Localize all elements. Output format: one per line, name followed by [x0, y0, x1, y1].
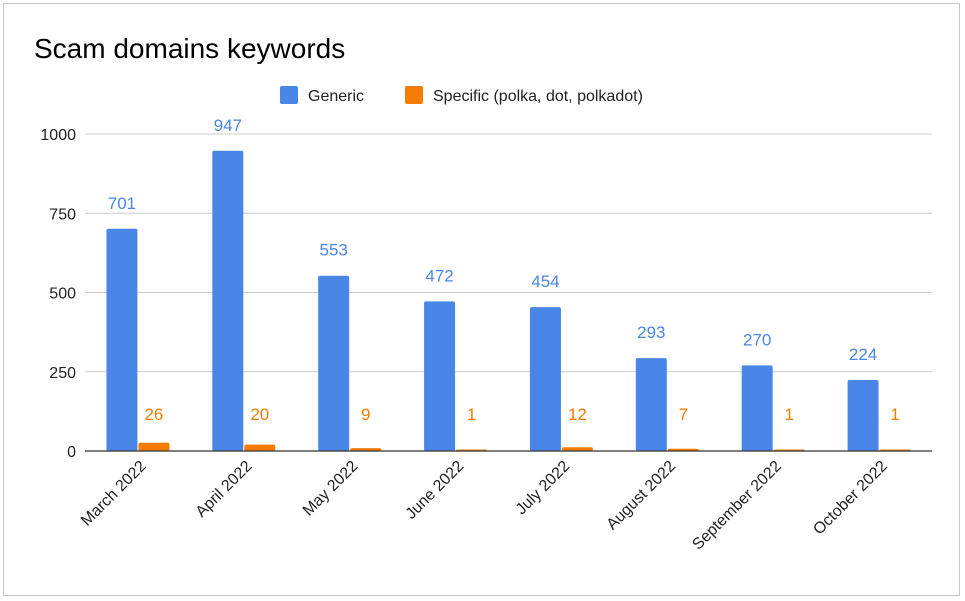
y-tick-label-250: 250 — [49, 365, 76, 382]
bar-generic-april-2022 — [212, 150, 244, 451]
x-axis: March 2022 April 2022 May 2022 June 2022 Jul… — [78, 458, 891, 554]
y-tick-label-500: 500 — [49, 286, 76, 303]
data-labels: 701 26 947 20 553 9 472 1 454 12 293 7 270 1 224 1 — [108, 116, 900, 424]
y-tick-label-0: 0 — [67, 444, 76, 461]
y-tick-label-750: 750 — [49, 206, 76, 223]
bar-generic-july-2022 — [529, 307, 561, 451]
chart-frame — [3, 3, 960, 596]
x-tick-label-august-2022: August 2022 — [604, 458, 680, 534]
legend: Generic Specific (polka, dot, polkadot) — [280, 86, 643, 105]
data-label-specific-june-2022: 1 — [467, 405, 476, 424]
data-label-specific-august-2022: 7 — [679, 405, 688, 424]
legend-swatch-generic — [280, 86, 298, 104]
x-tick-label-march-2022: March 2022 — [78, 458, 150, 530]
data-label-generic-june-2022: 472 — [425, 266, 453, 285]
data-label-specific-july-2022: 12 — [568, 405, 587, 424]
data-label-specific-october-2022: 1 — [890, 405, 899, 424]
data-label-generic-october-2022: 224 — [849, 345, 877, 364]
bar-specific-april-2022 — [244, 444, 276, 451]
bar-specific-may-2022 — [350, 448, 382, 451]
bar-specific-july-2022 — [561, 447, 593, 451]
x-tick-label-may-2022: May 2022 — [300, 458, 362, 520]
x-tick-label-june-2022: June 2022 — [403, 458, 468, 523]
data-label-specific-april-2022: 20 — [250, 405, 269, 424]
bar-generic-june-2022 — [424, 301, 456, 451]
data-label-generic-march-2022: 701 — [108, 194, 136, 213]
chart-title: Scam domains keywords — [34, 33, 345, 64]
bar-generic-september-2022 — [741, 365, 773, 451]
x-tick-label-july-2022: July 2022 — [513, 458, 574, 519]
bar-generic-may-2022 — [318, 275, 350, 451]
x-tick-label-september-2022: September 2022 — [689, 458, 785, 554]
data-label-generic-august-2022: 293 — [637, 323, 665, 342]
legend-label-generic: Generic — [308, 88, 364, 105]
x-tick-label-october-2022: October 2022 — [810, 458, 891, 539]
bar-generic-october-2022 — [847, 379, 879, 451]
data-label-generic-july-2022: 454 — [531, 272, 559, 291]
bar-generic-august-2022 — [635, 358, 667, 451]
data-label-specific-march-2022: 26 — [144, 405, 163, 424]
data-label-generic-april-2022: 947 — [214, 116, 242, 135]
data-label-specific-may-2022: 9 — [361, 405, 370, 424]
x-tick-label-april-2022: April 2022 — [193, 458, 256, 521]
gridlines — [85, 133, 932, 373]
bar-generic-march-2022 — [106, 228, 138, 451]
data-label-generic-september-2022: 270 — [743, 330, 771, 349]
bars — [106, 150, 911, 451]
data-label-generic-may-2022: 553 — [320, 241, 348, 260]
y-axis: 0 250 500 750 1000 — [40, 127, 76, 461]
data-label-specific-september-2022: 1 — [784, 405, 793, 424]
bar-specific-march-2022 — [138, 442, 170, 451]
legend-swatch-specific — [405, 86, 423, 104]
y-tick-label-1000: 1000 — [40, 127, 76, 144]
legend-label-specific: Specific (polka, dot, polkadot) — [433, 88, 643, 105]
